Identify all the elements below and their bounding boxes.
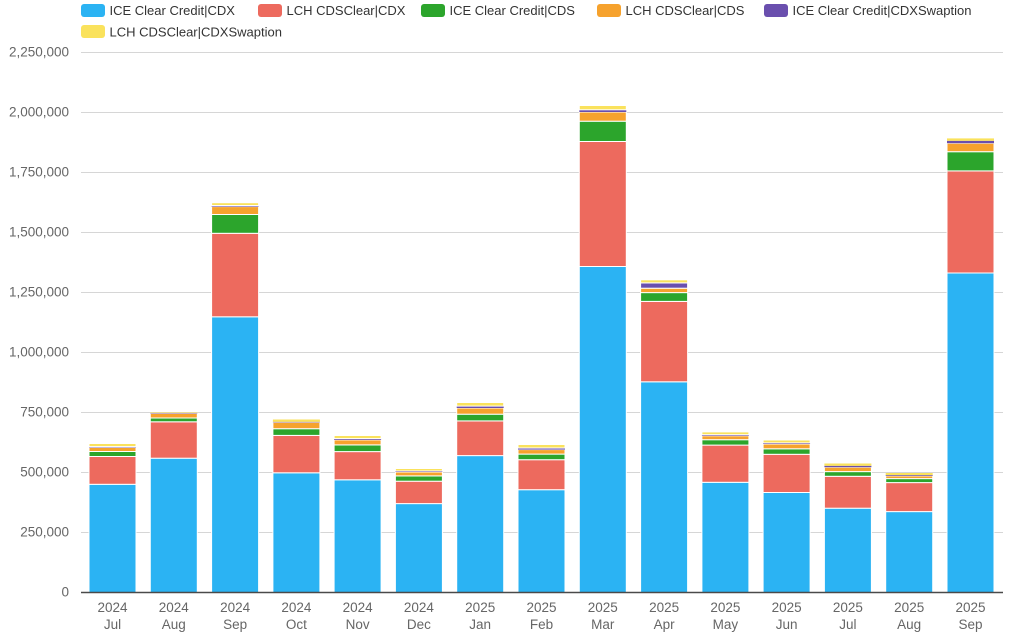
svg-text:2024: 2024 [281, 600, 312, 615]
svg-text:Oct: Oct [286, 617, 307, 632]
svg-text:LCH CDSClear|CDX: LCH CDSClear|CDX [287, 3, 406, 18]
svg-text:Mar: Mar [591, 617, 615, 632]
svg-text:2024: 2024 [97, 600, 128, 615]
svg-text:Apr: Apr [654, 617, 676, 632]
svg-text:Aug: Aug [897, 617, 921, 632]
svg-text:Jul: Jul [104, 617, 121, 632]
svg-text:2024: 2024 [159, 600, 190, 615]
svg-text:Nov: Nov [346, 617, 370, 632]
svg-text:2025: 2025 [894, 600, 924, 615]
svg-text:2,000,000: 2,000,000 [9, 105, 69, 120]
svg-text:Feb: Feb [530, 617, 553, 632]
svg-text:Sep: Sep [223, 617, 247, 632]
svg-text:2025: 2025 [955, 600, 985, 615]
svg-text:2024: 2024 [404, 600, 435, 615]
svg-text:2025: 2025 [833, 600, 863, 615]
svg-text:ICE Clear Credit|CDS: ICE Clear Credit|CDS [450, 3, 576, 18]
svg-text:0: 0 [61, 585, 69, 600]
svg-text:750,000: 750,000 [20, 405, 69, 420]
svg-text:Dec: Dec [407, 617, 431, 632]
svg-text:May: May [713, 617, 739, 632]
svg-text:2025: 2025 [526, 600, 556, 615]
svg-text:1,000,000: 1,000,000 [9, 345, 69, 360]
svg-text:Aug: Aug [162, 617, 186, 632]
svg-text:2025: 2025 [649, 600, 679, 615]
svg-text:2024: 2024 [220, 600, 251, 615]
svg-text:1,250,000: 1,250,000 [9, 285, 69, 300]
svg-text:2025: 2025 [710, 600, 740, 615]
svg-text:1,500,000: 1,500,000 [9, 225, 69, 240]
svg-text:2024: 2024 [343, 600, 374, 615]
svg-text:Jul: Jul [839, 617, 856, 632]
svg-text:ICE Clear Credit|CDXSwaption: ICE Clear Credit|CDXSwaption [793, 3, 972, 18]
svg-text:ICE Clear Credit|CDX: ICE Clear Credit|CDX [110, 3, 236, 18]
svg-text:2025: 2025 [772, 600, 802, 615]
svg-text:2,250,000: 2,250,000 [9, 45, 69, 60]
svg-text:LCH CDSClear|CDXSwaption: LCH CDSClear|CDXSwaption [110, 25, 282, 40]
svg-text:Sep: Sep [958, 617, 982, 632]
svg-text:2025: 2025 [465, 600, 495, 615]
svg-text:LCH CDSClear|CDS: LCH CDSClear|CDS [626, 3, 745, 18]
svg-text:2025: 2025 [588, 600, 618, 615]
svg-text:500,000: 500,000 [20, 465, 69, 480]
svg-text:Jun: Jun [776, 617, 798, 632]
svg-text:Jan: Jan [469, 617, 491, 632]
svg-text:250,000: 250,000 [20, 525, 69, 540]
svg-text:1,750,000: 1,750,000 [9, 165, 69, 180]
